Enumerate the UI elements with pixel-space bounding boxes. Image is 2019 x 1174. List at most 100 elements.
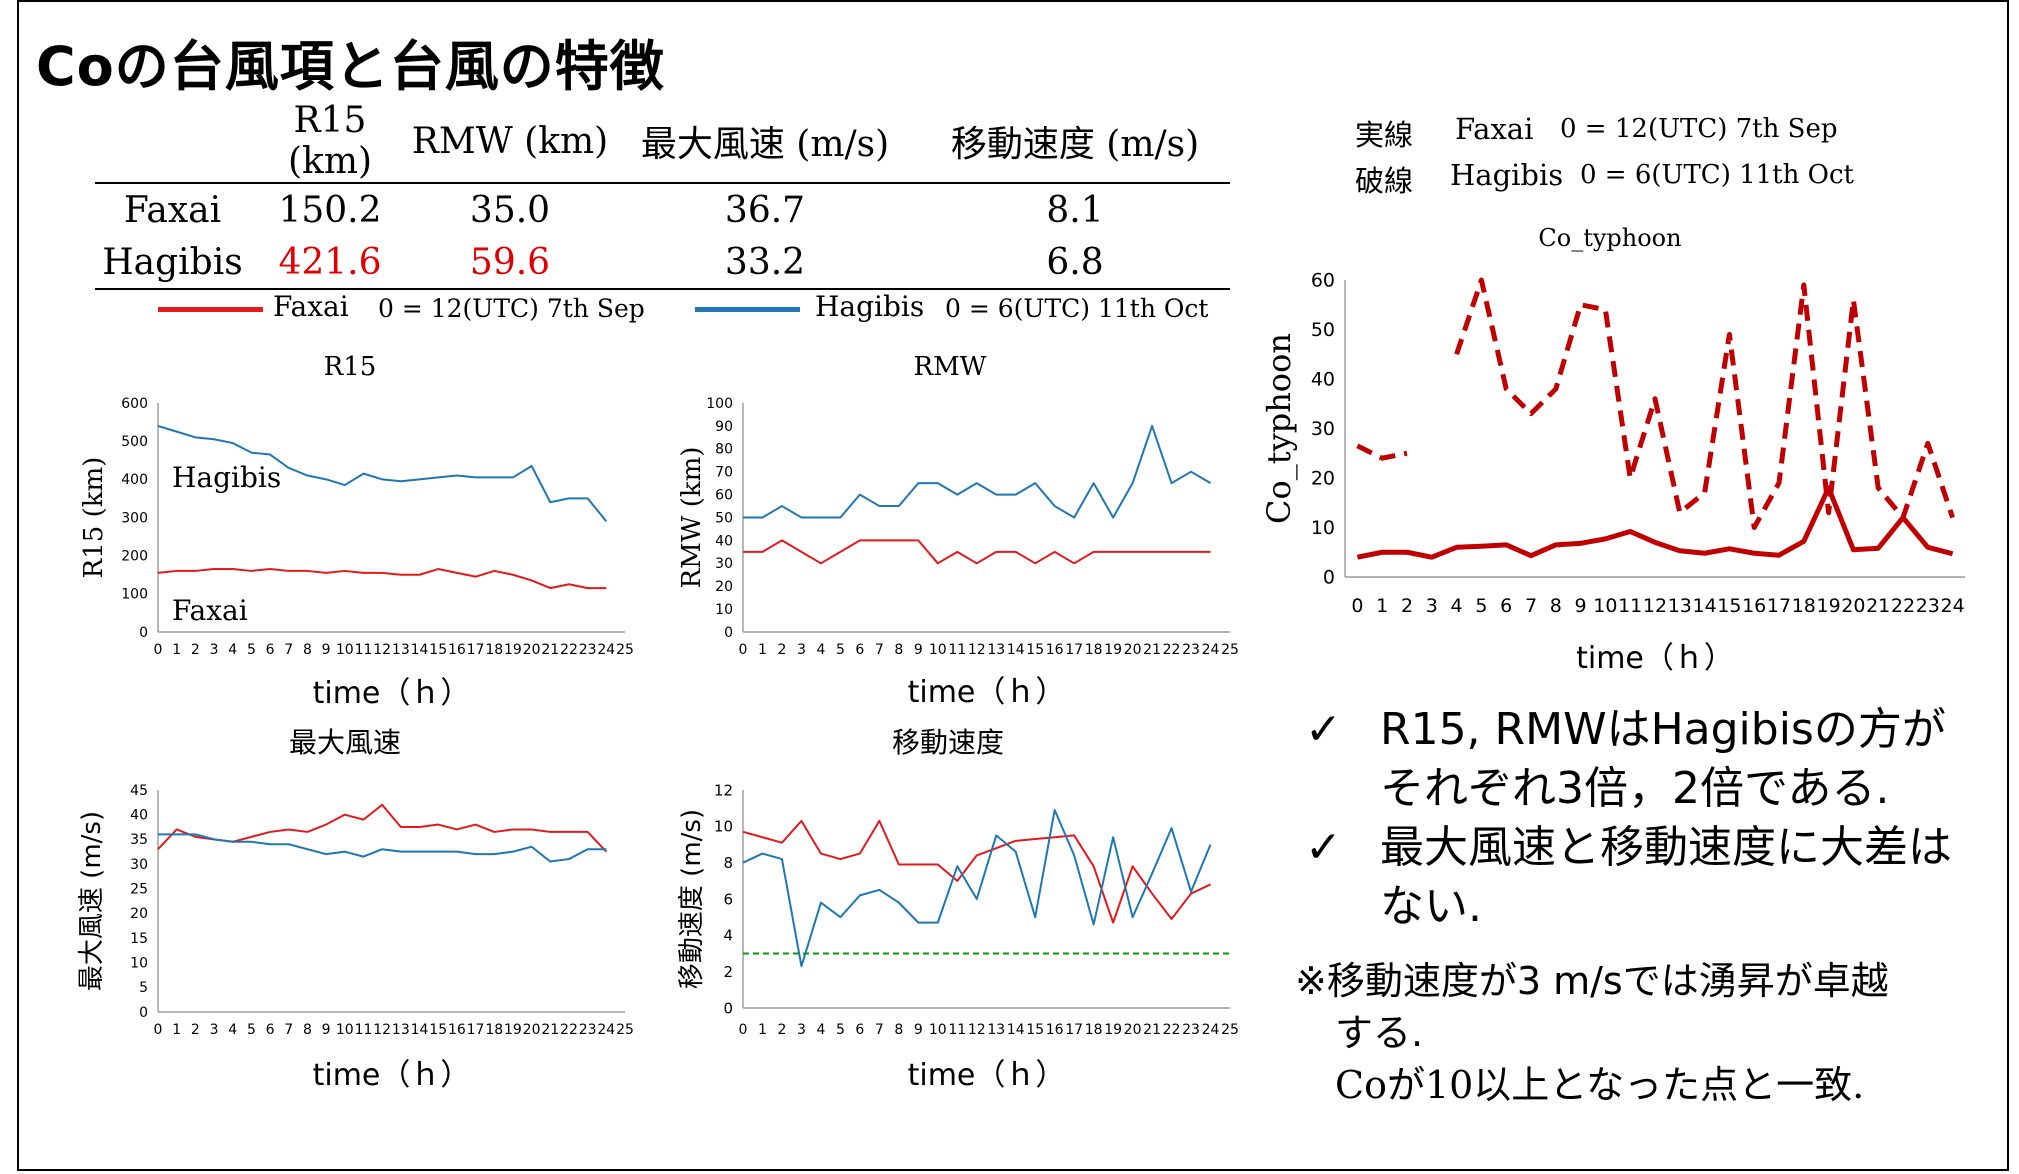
x-tick-label: 5	[836, 1022, 845, 1038]
x-tick-label: 6	[855, 1022, 864, 1038]
cell-rmw: 59.6	[410, 236, 610, 290]
stats-header-row: R15 (km) RMW (km) 最大風速 (m/s) 移動速度 (m/s)	[95, 100, 1230, 184]
chart-title: Co_typhoon	[1538, 224, 1681, 252]
x-tick-label: 6	[855, 642, 864, 658]
y-tick-label: 500	[121, 434, 148, 450]
x-axis-label: time（ｈ）	[1576, 641, 1734, 676]
y-tick-label: 30	[130, 857, 148, 873]
x-tick-label: 22	[1891, 595, 1915, 617]
x-tick-label: 13	[392, 642, 410, 658]
x-tick-label: 24	[1202, 642, 1220, 658]
x-tick-label: 17	[1767, 595, 1791, 617]
x-tick-label: 3	[1426, 595, 1438, 617]
y-tick-label: 60	[715, 488, 733, 504]
y-tick-label: 10	[714, 818, 733, 836]
row-name: Hagibis	[95, 236, 250, 290]
y-tick-label: 40	[1311, 369, 1335, 391]
x-tick-label: 2	[1401, 595, 1413, 617]
x-tick-label: 17	[1065, 1022, 1083, 1038]
cell-vmax: 36.7	[724, 189, 806, 231]
x-tick-label: 10	[1593, 595, 1617, 617]
y-tick-label: 50	[1311, 319, 1335, 341]
x-tick-label: 17	[467, 642, 485, 658]
slide-title: Coの台風項と台風の特徴	[36, 35, 665, 98]
x-tick-label: 16	[1046, 1022, 1064, 1038]
y-tick-label: 10	[130, 956, 148, 972]
x-tick-label: 14	[1693, 595, 1717, 617]
legend-faxai-swatch	[158, 307, 263, 312]
y-tick-label: 20	[715, 579, 733, 595]
x-tick-label: 5	[836, 642, 845, 658]
x-tick-label: 12	[968, 642, 986, 658]
y-tick-label: 12	[714, 781, 733, 799]
stats-table: R15 (km) RMW (km) 最大風速 (m/s) 移動速度 (m/s) …	[95, 100, 1230, 290]
series-line-hagibis	[1454, 277, 1955, 530]
y-tick-label: 40	[715, 533, 733, 549]
y-tick-label: 2	[723, 963, 733, 981]
x-axis-label: time（ｈ）	[908, 1058, 1066, 1093]
x-tick-label: 15	[1026, 642, 1044, 658]
x-tick-label: 21	[1143, 1022, 1161, 1038]
dashed-name: Hagibis	[1450, 158, 1564, 192]
x-tick-label: 0	[739, 642, 748, 658]
x-tick-label: 4	[816, 642, 825, 658]
x-tick-label: 20	[1124, 642, 1142, 658]
x-tick-label: 21	[1143, 642, 1161, 658]
x-tick-label: 21	[541, 642, 559, 658]
x-tick-label: 9	[1575, 595, 1587, 617]
y-tick-label: 35	[130, 832, 148, 848]
y-tick-label: 0	[139, 1005, 148, 1021]
x-tick-label: 11	[355, 642, 373, 658]
x-tick-label: 17	[1065, 642, 1083, 658]
x-tick-label: 9	[322, 1022, 331, 1038]
x-tick-label: 14	[1007, 1022, 1025, 1038]
x-tick-label: 9	[914, 1022, 923, 1038]
stats-row-hagibis: Hagibis 421.6 59.6 33.2 6.8	[95, 236, 1230, 290]
x-tick-label: 19	[504, 642, 522, 658]
x-tick-label: 24	[597, 642, 615, 658]
x-tick-label: 7	[284, 642, 293, 658]
x-tick-label: 20	[1841, 595, 1865, 617]
x-tick-label: 20	[523, 642, 541, 658]
x-tick-label: 16	[448, 1022, 466, 1038]
series-line-faxai	[743, 539, 1211, 565]
x-tick-label: 6	[1500, 595, 1512, 617]
cell-speed: 6.8	[920, 236, 1230, 290]
y-tick-label: 0	[139, 625, 148, 641]
cell-vmax: 33.2	[610, 236, 920, 290]
header-r15: R15 (km)	[250, 100, 410, 184]
y-tick-label: 45	[130, 783, 148, 799]
x-axis-label: time（ｈ）	[908, 675, 1066, 710]
x-tick-label: 19	[1817, 595, 1841, 617]
y-tick-label: 100	[706, 396, 733, 412]
x-tick-label: 4	[228, 642, 237, 658]
y-tick-label: 10	[715, 602, 733, 618]
series-line-faxai	[742, 819, 1211, 924]
bullet-text: 最大風速と移動速度に大差はない.	[1380, 822, 1952, 932]
y-axis-label: 最大風速 (m/s)	[77, 811, 107, 991]
x-tick-label: 13	[987, 642, 1005, 658]
x-tick-label: 11	[355, 1022, 373, 1038]
legend-hagibis-label: Hagibis	[815, 290, 925, 323]
x-tick-label: 8	[894, 1022, 903, 1038]
x-tick-label: 8	[303, 1022, 312, 1038]
x-tick-label: 15	[429, 642, 447, 658]
x-tick-label: 13	[987, 1022, 1005, 1038]
y-tick-label: 8	[723, 854, 733, 872]
y-tick-label: 5	[139, 980, 148, 996]
y-tick-label: 4	[723, 927, 733, 945]
y-tick-label: 400	[121, 472, 148, 488]
y-tick-label: 70	[715, 465, 733, 481]
x-tick-label: 23	[1182, 642, 1200, 658]
x-tick-label: 22	[560, 1022, 578, 1038]
x-tick-label: 18	[1085, 642, 1103, 658]
series-line-hagibis	[157, 424, 608, 522]
y-tick-label: 50	[715, 510, 733, 526]
cell-rmw: 35.0	[469, 189, 551, 231]
x-tick-label: 7	[284, 1022, 293, 1038]
x-tick-label: 22	[560, 642, 578, 658]
x-tick-label: 0	[1351, 595, 1363, 617]
x-tick-label: 1	[758, 642, 767, 658]
x-tick-label: 12	[968, 1022, 986, 1038]
y-tick-label: 30	[1311, 418, 1335, 440]
